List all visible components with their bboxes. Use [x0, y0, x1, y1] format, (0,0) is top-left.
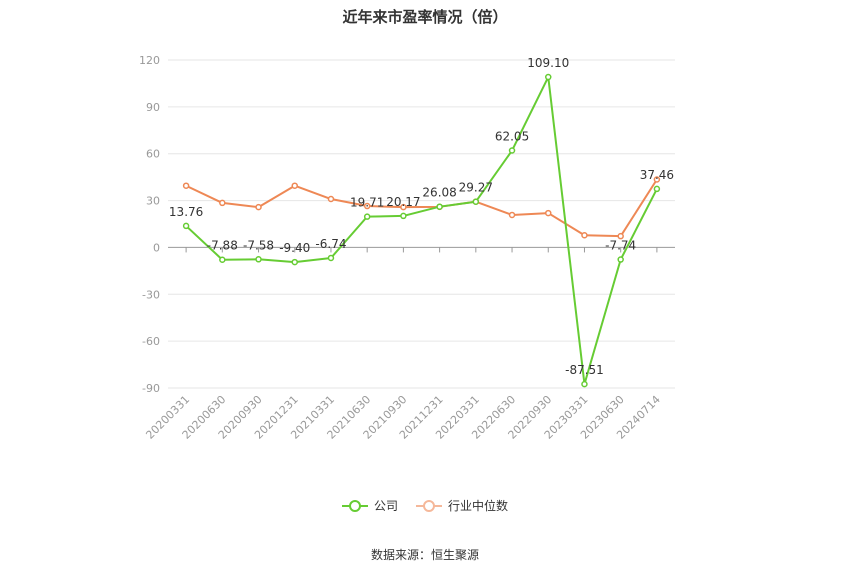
- point-company: [472, 198, 480, 205]
- point-company: [291, 258, 298, 266]
- point-company: [653, 185, 661, 193]
- point-company: [219, 256, 226, 263]
- y-tick-label: -90: [142, 382, 160, 395]
- point-industry-median: [291, 182, 298, 189]
- point-company: [363, 213, 371, 220]
- point-industry-median: [508, 211, 516, 219]
- point-industry-median: [255, 203, 262, 211]
- point-company: [545, 73, 552, 81]
- y-tick-label: -30: [142, 288, 160, 301]
- point-company: [327, 254, 335, 262]
- point-company: [255, 256, 262, 263]
- legend-marker-company: [341, 499, 368, 512]
- chart-title: 近年来市盈率情况（倍）: [342, 8, 508, 26]
- data-label-company: -87.51: [565, 363, 604, 377]
- y-tick-label: 90: [146, 101, 160, 114]
- point-company: [182, 222, 190, 230]
- point-industry-median: [581, 231, 588, 239]
- point-company: [581, 380, 588, 388]
- data-label-company: -9.40: [279, 241, 310, 255]
- data-label-company: 26.08: [422, 186, 456, 200]
- y-tick-label: 60: [146, 148, 160, 161]
- y-tick-label: 0: [153, 241, 160, 254]
- point-industry-median: [327, 195, 335, 203]
- y-tick-label: 30: [146, 195, 160, 208]
- point-company: [617, 256, 624, 263]
- point-company: [436, 203, 443, 210]
- legend-item-industry-median[interactable]: 行业中位数: [416, 497, 508, 514]
- legend-item-company[interactable]: 公司: [341, 497, 398, 514]
- point-company: [400, 212, 407, 220]
- data-label-company: 13.76: [169, 205, 203, 219]
- point-industry-median: [400, 203, 407, 211]
- legend-marker-industry-median: [416, 499, 442, 512]
- data-label-company: 20.17: [386, 195, 420, 209]
- data-label-company: 19.71: [350, 196, 384, 210]
- data-label-company: -7.58: [243, 238, 274, 252]
- point-company: [508, 147, 516, 154]
- data-label-company: -7.88: [207, 239, 238, 253]
- legend-label-industry-median: 行业中位数: [448, 499, 509, 513]
- data-label-company: 37.46: [640, 168, 674, 182]
- data-label-company: 62.05: [495, 130, 529, 144]
- data-source-note: 数据来源：恒生聚源: [370, 548, 479, 562]
- data-label-company: 109.10: [527, 56, 569, 70]
- chart-legend: 公司 行业中位数: [0, 497, 850, 514]
- y-tick-label: 120: [139, 54, 160, 67]
- legend-label-company: 公司: [373, 499, 398, 513]
- data-label-company: -7.74: [605, 239, 636, 253]
- series-line-company: [185, 76, 658, 386]
- data-label-company: 29.27: [459, 181, 493, 195]
- point-industry-median: [653, 176, 661, 183]
- series-line-industry-median: [185, 178, 658, 238]
- point-industry-median: [363, 202, 371, 210]
- point-industry-median: [617, 232, 624, 240]
- data-label-company: -6.74: [315, 237, 346, 251]
- y-tick-label: -60: [142, 335, 160, 348]
- point-industry-median: [219, 199, 226, 207]
- point-industry-median: [545, 209, 552, 217]
- point-industry-median: [182, 182, 190, 189]
